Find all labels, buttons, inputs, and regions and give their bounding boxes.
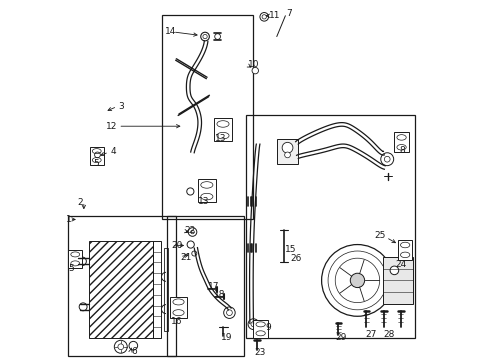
Bar	[88, 241, 153, 338]
Text: 28: 28	[382, 330, 393, 339]
Text: 17: 17	[207, 282, 219, 291]
Text: 13: 13	[215, 134, 226, 143]
Bar	[246, 116, 414, 338]
Text: 18: 18	[214, 289, 225, 298]
Circle shape	[203, 35, 207, 39]
Bar	[90, 147, 103, 165]
Circle shape	[251, 67, 258, 74]
Circle shape	[190, 230, 194, 234]
Text: 7: 7	[285, 9, 291, 18]
Bar	[153, 241, 161, 338]
Text: 13: 13	[198, 197, 209, 206]
Bar	[197, 179, 216, 202]
Circle shape	[78, 257, 86, 266]
Text: 4: 4	[110, 147, 116, 156]
Circle shape	[384, 156, 389, 162]
Circle shape	[201, 32, 209, 41]
Text: 1: 1	[65, 215, 71, 224]
Text: 6: 6	[131, 347, 137, 356]
Bar	[169, 297, 187, 318]
Circle shape	[223, 307, 235, 319]
Bar	[162, 15, 253, 220]
Circle shape	[214, 34, 220, 40]
Bar	[253, 320, 267, 338]
Text: 25: 25	[373, 231, 385, 240]
Text: 3: 3	[118, 102, 124, 111]
Circle shape	[262, 15, 266, 19]
Text: 10: 10	[247, 60, 259, 69]
Circle shape	[321, 244, 392, 316]
Text: 23: 23	[254, 348, 265, 357]
Circle shape	[250, 321, 255, 327]
Text: 5: 5	[69, 264, 74, 273]
Text: 24: 24	[395, 260, 406, 269]
Bar	[394, 132, 408, 152]
Text: 21: 21	[180, 253, 192, 262]
Text: 8: 8	[399, 146, 405, 155]
Circle shape	[79, 303, 87, 311]
Circle shape	[349, 273, 364, 288]
Bar	[167, 216, 244, 356]
Text: 5: 5	[93, 159, 99, 168]
Text: 20: 20	[171, 241, 183, 250]
Circle shape	[284, 152, 290, 158]
Text: 19: 19	[221, 333, 232, 342]
Circle shape	[380, 153, 393, 166]
Text: 27: 27	[365, 330, 376, 339]
Circle shape	[187, 241, 194, 248]
Text: 26: 26	[290, 255, 301, 264]
Bar	[397, 240, 411, 260]
Bar	[68, 216, 175, 356]
Text: 29: 29	[335, 333, 346, 342]
Bar	[68, 250, 82, 268]
Text: 2: 2	[78, 198, 83, 207]
Text: 9: 9	[265, 323, 270, 332]
Bar	[163, 248, 168, 330]
Circle shape	[260, 13, 268, 21]
Bar	[382, 257, 412, 304]
Circle shape	[247, 319, 258, 329]
Text: 16: 16	[171, 317, 183, 326]
Circle shape	[191, 251, 196, 256]
Text: 15: 15	[285, 246, 296, 255]
Text: 22: 22	[184, 226, 195, 235]
Text: 14: 14	[164, 27, 176, 36]
Circle shape	[389, 266, 398, 275]
Bar	[276, 139, 298, 164]
Text: 12: 12	[105, 122, 117, 131]
Text: 11: 11	[268, 10, 280, 19]
Circle shape	[188, 228, 196, 236]
Bar	[213, 118, 232, 141]
Circle shape	[226, 310, 232, 316]
Circle shape	[282, 142, 292, 153]
